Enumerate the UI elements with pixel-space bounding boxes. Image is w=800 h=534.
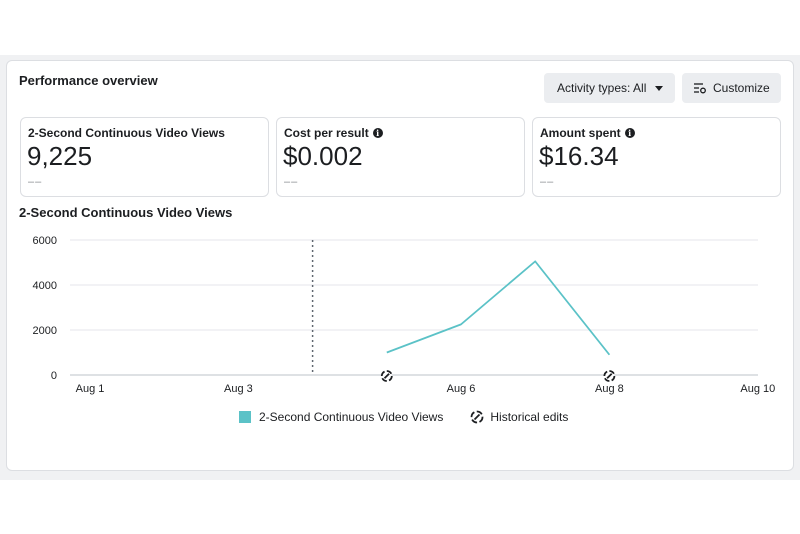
customize-button[interactable]: Customize bbox=[682, 73, 781, 103]
metric-delta: –– bbox=[540, 176, 555, 188]
metric-label: Cost per result i bbox=[284, 126, 383, 140]
legend-edits-label: Historical edits bbox=[490, 410, 569, 424]
y-tick-label: 2000 bbox=[33, 325, 57, 337]
x-tick-label: Aug 6 bbox=[447, 383, 476, 395]
metric-card-amount-spent[interactable]: Amount spent i $16.34 –– bbox=[532, 117, 781, 197]
chart-legend: 2-Second Continuous Video Views Historic… bbox=[239, 410, 568, 424]
historical-edit-marker-icon[interactable] bbox=[380, 370, 393, 382]
y-tick-label: 4000 bbox=[33, 280, 57, 292]
y-tick-label: 0 bbox=[51, 370, 57, 382]
series-line bbox=[386, 260, 611, 356]
activity-types-label: Activity types: All bbox=[557, 81, 647, 95]
x-tick-label: Aug 3 bbox=[224, 383, 253, 395]
metric-delta: –– bbox=[28, 176, 43, 188]
historical-edits-icon bbox=[470, 410, 484, 424]
panel-title: Performance overview bbox=[19, 73, 158, 88]
customize-label: Customize bbox=[713, 81, 770, 95]
info-icon[interactable]: i bbox=[372, 128, 383, 138]
metric-value: $16.34 bbox=[539, 141, 619, 171]
metric-label: Amount spent i bbox=[540, 126, 635, 140]
x-tick-label: Aug 8 bbox=[595, 383, 624, 395]
legend-series-label: 2-Second Continuous Video Views bbox=[259, 410, 444, 424]
metric-value: 9,225 bbox=[27, 141, 93, 171]
metric-card-cost-per-result[interactable]: Cost per result i $0.002 –– bbox=[276, 117, 525, 197]
metric-label-text: Amount spent bbox=[540, 126, 621, 140]
customize-icon bbox=[694, 83, 706, 94]
metric-label-text: 2-Second Continuous Video Views bbox=[28, 126, 225, 140]
legend-item-series[interactable]: 2-Second Continuous Video Views bbox=[239, 410, 443, 424]
x-tick-label: Aug 1 bbox=[76, 383, 105, 395]
metric-label: 2-Second Continuous Video Views bbox=[28, 126, 225, 140]
legend-item-historical-edits[interactable]: Historical edits bbox=[470, 410, 568, 424]
metric-card-video-views[interactable]: 2-Second Continuous Video Views 9,225 –– bbox=[20, 117, 269, 197]
historical-edit-marker-icon[interactable] bbox=[603, 370, 616, 382]
info-icon[interactable]: i bbox=[624, 128, 635, 138]
chart-title: 2-Second Continuous Video Views bbox=[19, 205, 233, 220]
activity-types-dropdown[interactable]: Activity types: All bbox=[544, 73, 675, 103]
metric-delta: –– bbox=[284, 176, 299, 188]
y-tick-label: 6000 bbox=[33, 235, 57, 247]
series-swatch bbox=[239, 411, 251, 423]
metric-label-text: Cost per result bbox=[284, 126, 369, 140]
x-tick-label: Aug 10 bbox=[740, 383, 775, 395]
caret-down-icon bbox=[655, 85, 664, 91]
metric-value: $0.002 bbox=[283, 141, 363, 171]
